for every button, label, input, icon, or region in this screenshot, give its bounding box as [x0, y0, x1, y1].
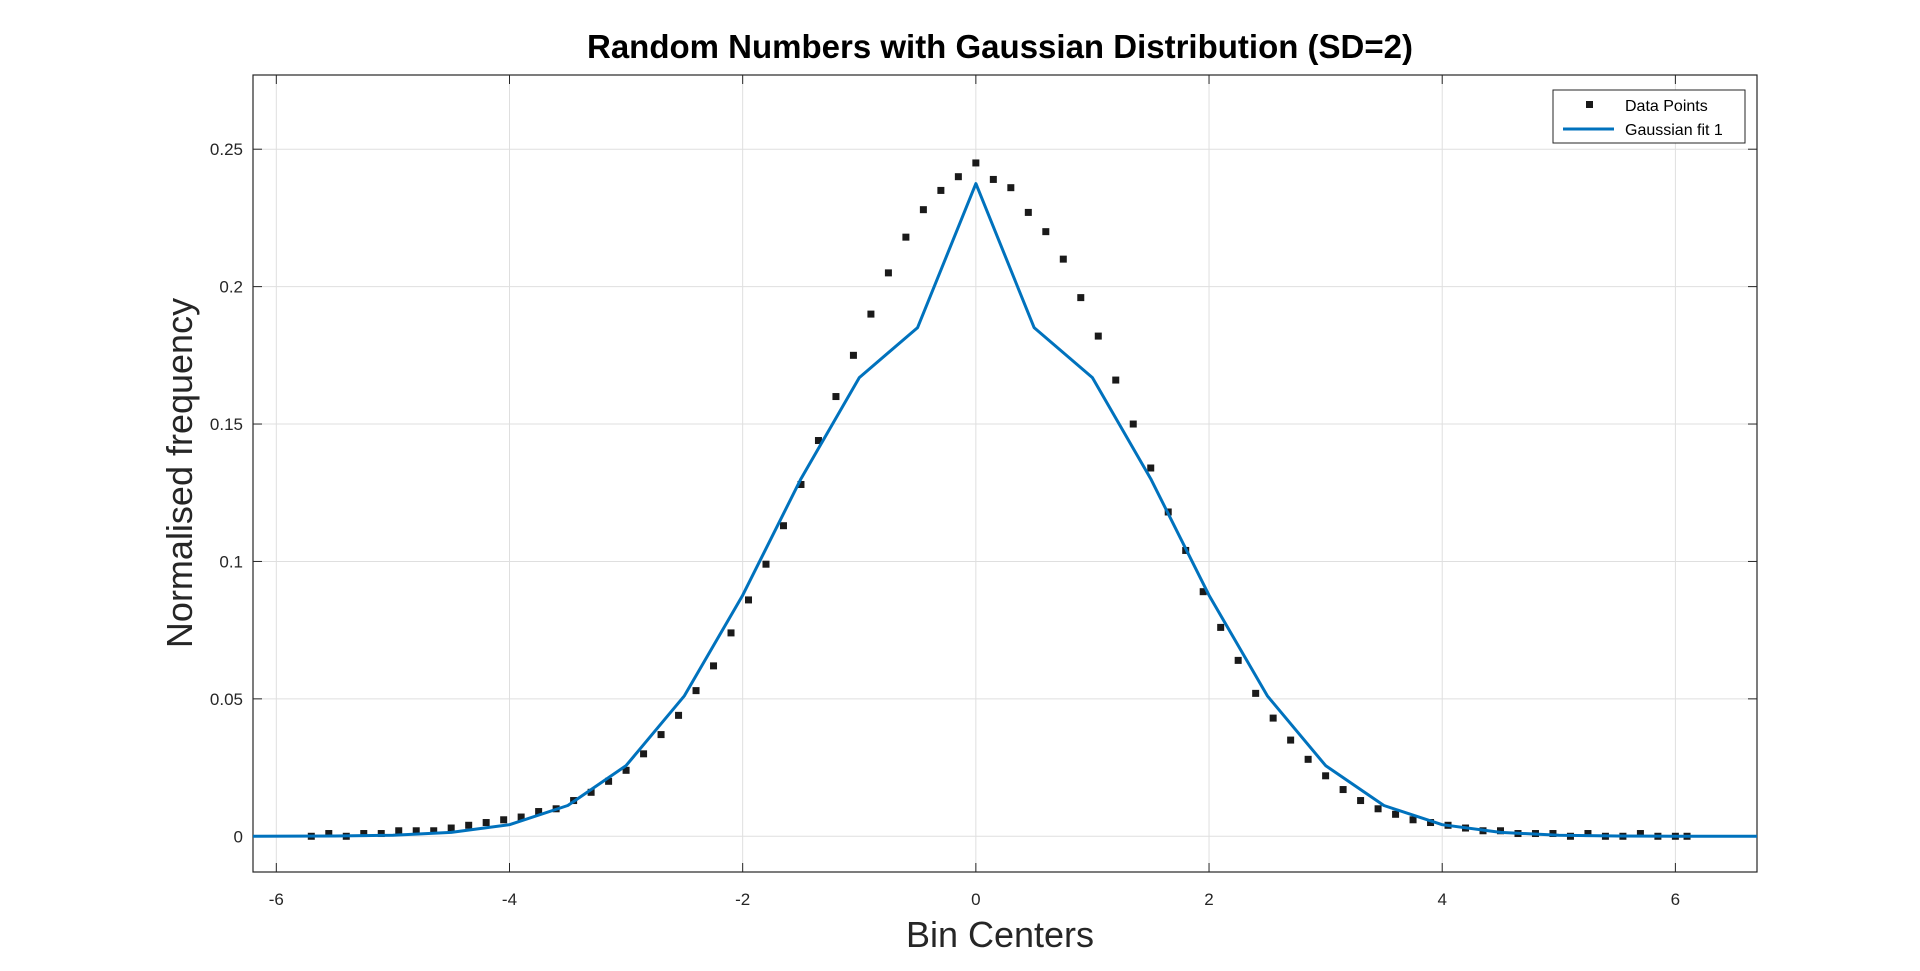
data-point [1636, 830, 1644, 838]
data-point [745, 596, 753, 604]
data-point [727, 629, 735, 637]
data-point [360, 830, 368, 838]
data-point [867, 310, 875, 318]
data-point [640, 750, 648, 758]
y-tick-label: 0 [234, 827, 243, 846]
data-point [1094, 332, 1102, 340]
data-point [710, 662, 718, 670]
data-point [849, 351, 857, 359]
x-tick-label: 0 [971, 890, 980, 909]
chart-title: Random Numbers with Gaussian Distributio… [587, 28, 1413, 65]
data-point [395, 827, 403, 835]
data-point [797, 480, 805, 488]
data-point [902, 233, 910, 241]
data-point [1112, 376, 1120, 384]
data-point [482, 819, 490, 827]
data-point [675, 711, 683, 719]
data-point [1199, 588, 1207, 596]
data-point [1147, 464, 1155, 472]
y-tick-label: 0.2 [219, 278, 243, 297]
data-point [1217, 623, 1225, 631]
data-point [1584, 830, 1592, 838]
data-point [919, 206, 927, 214]
data-point [832, 393, 840, 401]
gaussian-fit-line [252, 182, 1757, 838]
data-point [1497, 827, 1505, 835]
data-point [954, 173, 962, 181]
data-point [937, 186, 945, 194]
data-point [1409, 816, 1417, 824]
data-point [465, 821, 473, 829]
data-point [779, 522, 787, 530]
data-point [1287, 736, 1295, 744]
data-points-series [307, 159, 1691, 840]
legend-label-data-points: Data Points [1625, 98, 1708, 115]
data-point [430, 827, 438, 835]
x-axis-label: Bin Centers [906, 914, 1094, 955]
y-tick-label: 0.1 [219, 552, 243, 571]
data-point [1042, 228, 1050, 236]
data-point [657, 731, 665, 739]
x-tick-label: -2 [735, 890, 750, 909]
data-point [1304, 755, 1312, 763]
data-point [1392, 810, 1400, 818]
data-point [884, 269, 892, 277]
data-point [500, 816, 508, 824]
data-point [447, 824, 455, 832]
data-point [412, 827, 420, 835]
data-point [377, 830, 385, 838]
data-point [1024, 208, 1032, 216]
legend-label-gaussian-fit: Gaussian fit 1 [1625, 122, 1723, 139]
x-tick-label: -6 [269, 890, 284, 909]
data-point [989, 175, 997, 183]
data-point [325, 830, 333, 838]
axes-box [252, 74, 1758, 873]
data-point [605, 777, 613, 785]
data-point [1252, 689, 1260, 697]
y-tick-label: 0.25 [210, 140, 243, 159]
x-tick-label: 6 [1671, 890, 1680, 909]
data-point [1234, 656, 1242, 664]
grid-lines [253, 75, 1757, 872]
x-tick-label: 2 [1204, 890, 1213, 909]
data-point [1357, 797, 1365, 805]
gaussian-fit-series [252, 182, 1757, 838]
data-point [814, 437, 822, 445]
data-point [1374, 805, 1382, 813]
data-point [1339, 786, 1347, 794]
x-tick-label: -4 [502, 890, 517, 909]
data-point [762, 560, 770, 568]
x-tick-label: 4 [1437, 890, 1446, 909]
data-point [622, 766, 630, 774]
data-point [1322, 772, 1330, 780]
y-tick-label: 0.15 [210, 415, 243, 434]
data-point [1007, 184, 1015, 192]
data-point [517, 813, 525, 821]
data-point [1269, 714, 1277, 722]
data-point [692, 687, 700, 695]
legend-box [1552, 89, 1746, 144]
data-point [1427, 819, 1435, 827]
data-point [1059, 255, 1067, 263]
data-point [535, 808, 543, 816]
data-point [587, 788, 595, 796]
data-point [1077, 294, 1085, 302]
y-tick-label: 0.05 [210, 690, 243, 709]
data-point [1129, 420, 1137, 428]
y-axis-label: Normalised frequency [159, 298, 200, 648]
axis-ticks: -6 -4 -2 0 2 4 6 0 0.05 0.1 0.15 0.2 0.25 [210, 75, 1757, 909]
legend: Data Points Gaussian fit 1 [1552, 89, 1746, 144]
legend-marker-data-points [1586, 101, 1593, 108]
data-point [972, 159, 980, 167]
